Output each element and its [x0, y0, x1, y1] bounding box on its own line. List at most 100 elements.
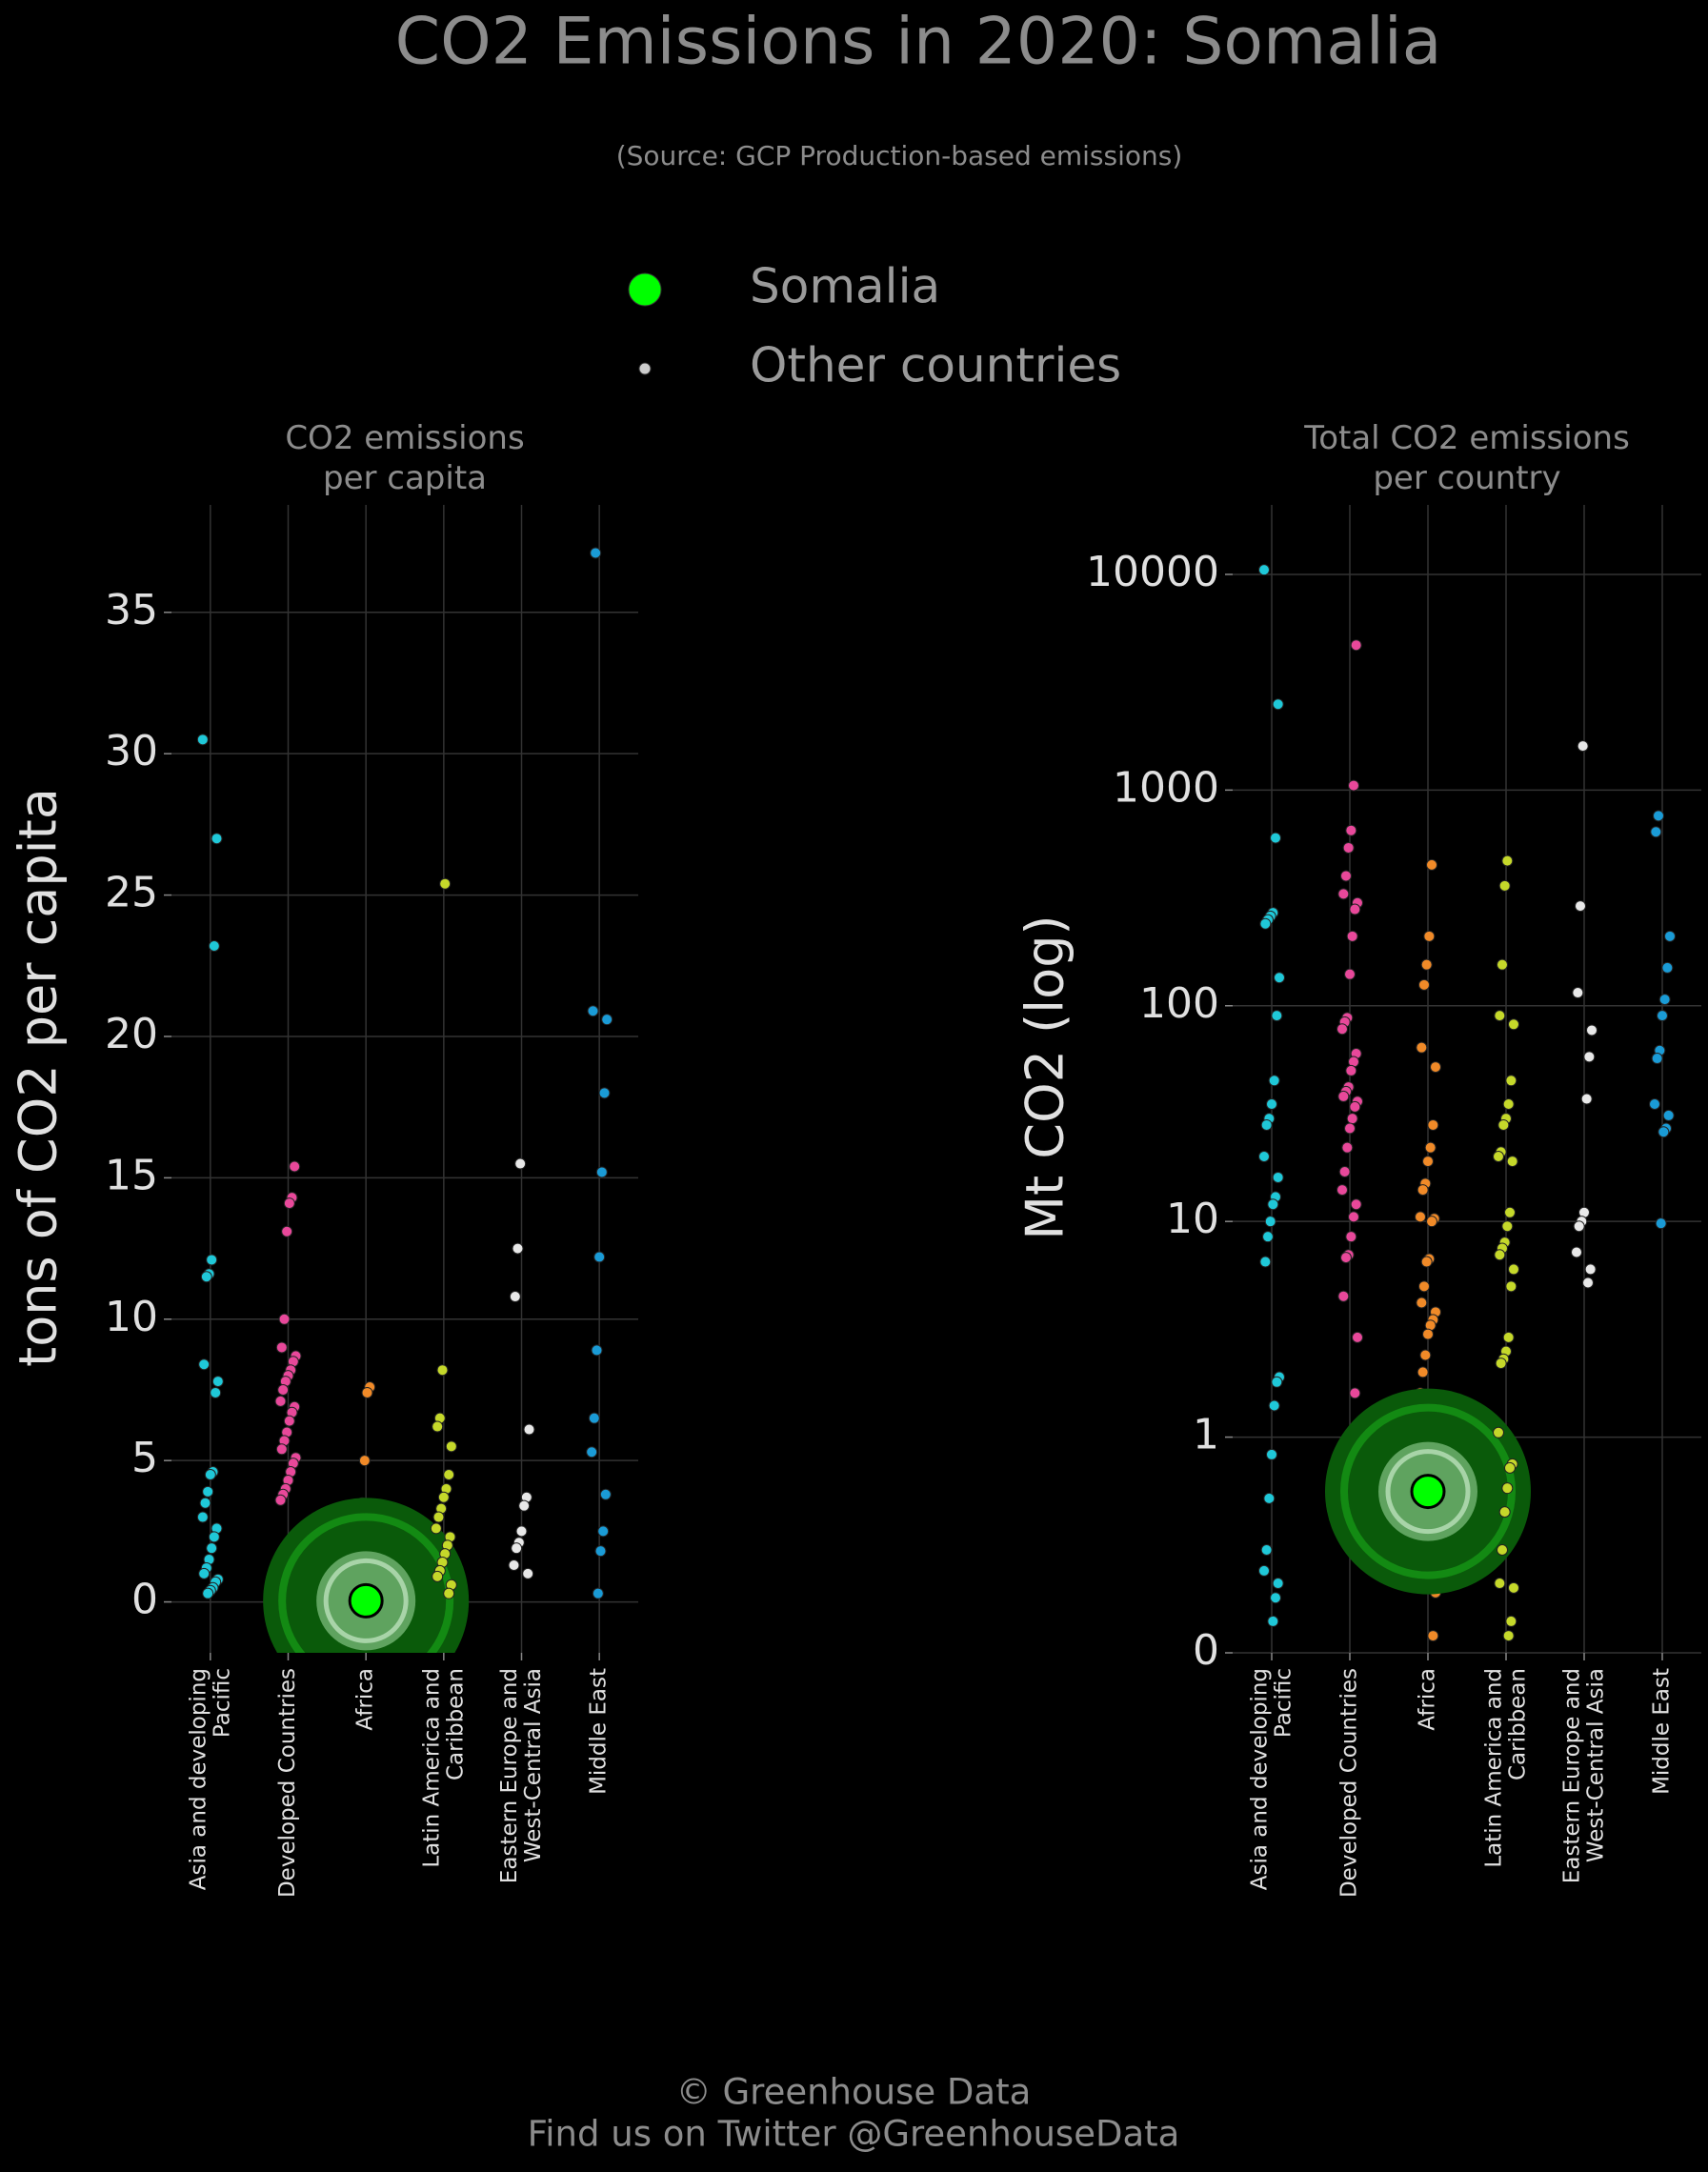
point [281, 1225, 293, 1237]
point [1416, 1297, 1428, 1309]
point [1658, 1126, 1670, 1138]
point [1272, 1578, 1284, 1590]
point [278, 1313, 291, 1325]
point [1270, 1592, 1281, 1604]
point [1350, 639, 1362, 652]
point [436, 1364, 449, 1377]
point [1573, 1220, 1585, 1233]
point [432, 1511, 445, 1523]
point [1584, 1263, 1597, 1276]
point [196, 734, 209, 746]
point [430, 1522, 442, 1535]
point [1497, 958, 1508, 971]
point [518, 1499, 531, 1512]
point [1505, 1615, 1517, 1627]
point [1508, 1263, 1519, 1276]
y-tick-label: 15 [105, 1151, 158, 1199]
point [1344, 968, 1356, 980]
highlight-point [348, 1582, 384, 1619]
point [522, 1567, 534, 1579]
point [1266, 1448, 1277, 1460]
legend-label: Somalia [750, 259, 940, 314]
point [274, 1395, 287, 1407]
point [1418, 1280, 1430, 1293]
point [1430, 1061, 1441, 1074]
point [1267, 1198, 1279, 1211]
point [1662, 1109, 1675, 1121]
point [1586, 1024, 1597, 1036]
point [1508, 1581, 1519, 1594]
point [1497, 1118, 1510, 1131]
point [1502, 1331, 1515, 1343]
highlight-point [1410, 1474, 1446, 1510]
legend-marker [628, 272, 662, 307]
point [1270, 832, 1281, 844]
footer: © Greenhouse Data [676, 2072, 1032, 2113]
point [1259, 1256, 1272, 1268]
point [289, 1160, 301, 1173]
point [1582, 1277, 1594, 1289]
y-tick-label: 0 [131, 1576, 158, 1624]
chart-title: CO2 Emissions in 2020: Somalia [395, 5, 1442, 80]
point [598, 1087, 611, 1099]
footer: Find us on Twitter @GreenhouseData [528, 2114, 1180, 2155]
point [1418, 978, 1430, 991]
legend-marker [638, 362, 652, 375]
point [358, 1455, 371, 1467]
point [1655, 1217, 1667, 1230]
point [275, 1341, 288, 1354]
point [208, 940, 220, 953]
x-tick-label: Developed Countries [275, 1668, 300, 1898]
point [1498, 879, 1511, 892]
point [593, 1251, 606, 1263]
point [1345, 1231, 1357, 1243]
y-tick-label: 20 [105, 1010, 158, 1058]
point [1501, 1482, 1514, 1495]
point [1350, 1198, 1362, 1211]
point [206, 1254, 218, 1266]
subplot-title: CO2 emissions per capita [285, 419, 524, 497]
point [1580, 1093, 1593, 1105]
y-tick-label: 10 [1166, 1195, 1219, 1243]
x-tick-label: Eastern Europe andWest-Central Asia [1559, 1668, 1608, 1883]
x-tick-label: Eastern Europe andWest-Central Asia [497, 1668, 546, 1883]
point [1505, 1280, 1517, 1293]
y-tick-label: 30 [105, 727, 158, 775]
x-tick-label: Developed Countries [1337, 1668, 1362, 1898]
point [1267, 1615, 1279, 1627]
point [511, 1542, 523, 1555]
point [198, 1567, 211, 1579]
chart-subtitle: (Source: GCP Production-based emissions) [616, 140, 1183, 171]
point [432, 1420, 444, 1433]
point [1348, 1211, 1359, 1223]
point [1263, 1492, 1276, 1504]
point [1508, 1018, 1519, 1031]
point [1260, 1118, 1273, 1131]
point [523, 1423, 535, 1436]
point [509, 1291, 521, 1303]
point [515, 1525, 528, 1538]
highlight-halo [278, 1513, 454, 1653]
point [595, 1166, 608, 1178]
point [1494, 1010, 1506, 1022]
point [1493, 1426, 1504, 1438]
point [283, 1197, 295, 1210]
point [1420, 958, 1433, 971]
point [1657, 1010, 1668, 1022]
point [1664, 930, 1676, 942]
point [594, 1545, 607, 1558]
point [1272, 1171, 1284, 1183]
point [1419, 1349, 1432, 1361]
point [1575, 900, 1586, 913]
point [512, 1242, 524, 1255]
point [1572, 987, 1584, 999]
x-tick-label: Africa [353, 1668, 378, 1731]
point [1264, 1216, 1276, 1228]
point [586, 1446, 598, 1458]
point [1502, 1097, 1515, 1110]
point [1349, 1387, 1361, 1399]
point [1345, 824, 1357, 836]
point [204, 1469, 216, 1481]
point [1424, 1141, 1437, 1154]
point [1650, 826, 1662, 838]
